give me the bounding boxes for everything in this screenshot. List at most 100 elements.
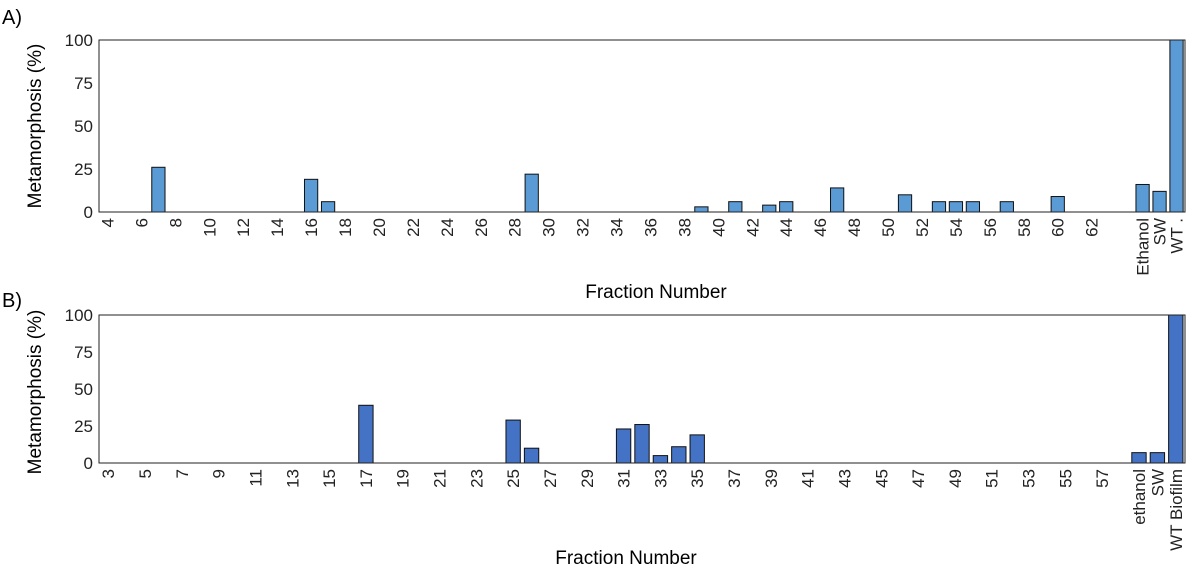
a-x-tick-label: 62	[1083, 218, 1102, 237]
b-y-tick-label: 100	[65, 306, 93, 325]
a-x-tick-label: WT .	[1168, 218, 1187, 254]
b-x-tick-label: 37	[725, 469, 744, 488]
a-bar-39	[694, 206, 709, 213]
b-x-tick-label: 55	[1056, 469, 1075, 488]
b-x-tick-label: 39	[762, 469, 781, 488]
b-y-tick-label: 50	[74, 380, 93, 399]
a-x-tick-label: 50	[879, 218, 898, 237]
a-x-tick-label: 24	[438, 218, 457, 237]
a-bar-17	[320, 201, 336, 213]
a-x-tick-label: 30	[540, 218, 559, 237]
a-bar-43	[762, 204, 777, 213]
b-bar-32	[634, 424, 650, 464]
a-x-tick-label: 40	[709, 218, 728, 237]
a-bar-55	[965, 201, 981, 213]
b-x-tick-label: 35	[688, 469, 707, 488]
a-x-tick-label: Ethanol	[1134, 218, 1153, 276]
a-x-tick-label: 42	[743, 218, 762, 237]
a-x-tick-label: 38	[675, 218, 694, 237]
b-x-tick-label: 17	[357, 469, 376, 488]
panel-a-chart: A) Metamorphosis (%) Fraction Number 0 25…	[2, 7, 1187, 303]
a-bar-53	[931, 201, 947, 213]
a-x-tick-label: 8	[166, 218, 185, 227]
a-x-tick-label: 52	[913, 218, 932, 237]
b-bar-ethanol	[1131, 452, 1147, 464]
a-x-tick-label: 10	[200, 218, 219, 237]
a-y-tick-label: 75	[74, 74, 93, 93]
b-x-tick-label: 45	[872, 469, 891, 488]
a-bar-wt	[1169, 39, 1184, 213]
b-x-tick-label: 23	[467, 469, 486, 488]
b-bar-26	[523, 447, 540, 464]
b-y-tick-label: 0	[84, 454, 93, 473]
a-bar-41	[728, 201, 743, 213]
a-x-tick-label: 58	[1015, 218, 1034, 237]
b-x-tick-label: 3	[99, 469, 118, 478]
b-x-tick-label: 11	[246, 469, 265, 487]
b-x-tick-label: 5	[136, 469, 155, 478]
a-x-tick-label: 12	[234, 218, 253, 237]
b-x-tick-label: SW	[1148, 469, 1167, 496]
a-bar-sw	[1152, 190, 1167, 213]
panel-a-y-axis-title: Metamorphosis (%)	[25, 44, 46, 209]
b-x-tick-label: 57	[1093, 469, 1112, 488]
a-bar-57	[999, 201, 1014, 213]
panel-a-plot-frame	[98, 39, 1186, 213]
a-x-tick-label: 22	[404, 218, 423, 237]
a-bar-47	[830, 187, 845, 213]
b-x-tick-label: 51	[983, 469, 1002, 488]
b-x-tick-label: ethanol	[1130, 469, 1149, 525]
a-x-tick-label: 32	[574, 218, 593, 237]
b-bar-17	[358, 404, 374, 464]
panel-b-y-axis-title: Metamorphosis (%)	[25, 310, 46, 475]
a-x-tick-label: 44	[777, 218, 796, 237]
b-x-tick-label: 53	[1020, 469, 1039, 488]
a-x-tick-label: SW	[1151, 218, 1170, 245]
a-bar-54	[948, 201, 964, 213]
b-bar-33	[652, 455, 669, 464]
b-x-tick-label: 33	[651, 469, 670, 488]
b-x-tick-label: 27	[541, 469, 560, 488]
b-y-tick-label: 25	[74, 417, 93, 436]
a-x-tick-label: 36	[641, 218, 660, 237]
a-x-tick-label: 26	[472, 218, 491, 237]
b-x-tick-label: WT Biofilm	[1167, 469, 1186, 551]
panel-b-y-ticks: 0 25 50 75 100	[65, 306, 93, 473]
b-x-tick-label: 47	[909, 469, 928, 488]
a-x-tick-label: 34	[608, 218, 627, 237]
panel-a-x-ticks: 4 6 8 10 12 14 16 18 20 22 24 26 28 30 32 34 36 38 40 42 44 4…	[98, 218, 1186, 276]
panel-b-x-axis-title: Fraction Number	[555, 548, 697, 569]
a-x-tick-label: 28	[506, 218, 525, 237]
a-bar-51	[897, 194, 913, 213]
a-x-tick-label: 14	[268, 218, 287, 237]
a-y-tick-label: 100	[65, 31, 93, 50]
a-x-tick-label: 56	[981, 218, 1000, 237]
b-bar-sw	[1149, 452, 1166, 464]
panel-a-bars	[151, 39, 1184, 213]
a-x-tick-label: 16	[302, 218, 321, 237]
a-bar-44	[779, 201, 794, 213]
a-x-tick-label: 46	[811, 218, 830, 237]
b-x-tick-label: 9	[210, 469, 229, 478]
b-x-tick-label: 49	[946, 469, 965, 488]
a-bar-ethanol	[1135, 183, 1150, 213]
a-x-tick-label: 54	[947, 218, 966, 237]
a-bar-7	[151, 166, 166, 213]
b-x-tick-label: 43	[835, 469, 854, 488]
b-bar-25	[505, 419, 521, 464]
a-y-tick-label: 25	[74, 160, 93, 179]
b-x-tick-label: 25	[504, 469, 523, 488]
a-y-tick-label: 0	[84, 203, 93, 222]
b-x-tick-label: 7	[173, 469, 192, 478]
panel-a-label: A)	[2, 7, 22, 29]
a-x-tick-label: 48	[845, 218, 864, 237]
panel-a-x-axis-title: Fraction Number	[585, 282, 727, 303]
a-x-tick-label: 60	[1049, 218, 1068, 237]
b-x-tick-label: 29	[578, 469, 597, 488]
a-bar-16	[303, 178, 319, 213]
panel-b-label: B)	[2, 290, 22, 312]
a-bar-29	[524, 173, 539, 213]
b-x-tick-label: 31	[615, 469, 634, 488]
a-y-tick-label: 50	[74, 117, 93, 136]
